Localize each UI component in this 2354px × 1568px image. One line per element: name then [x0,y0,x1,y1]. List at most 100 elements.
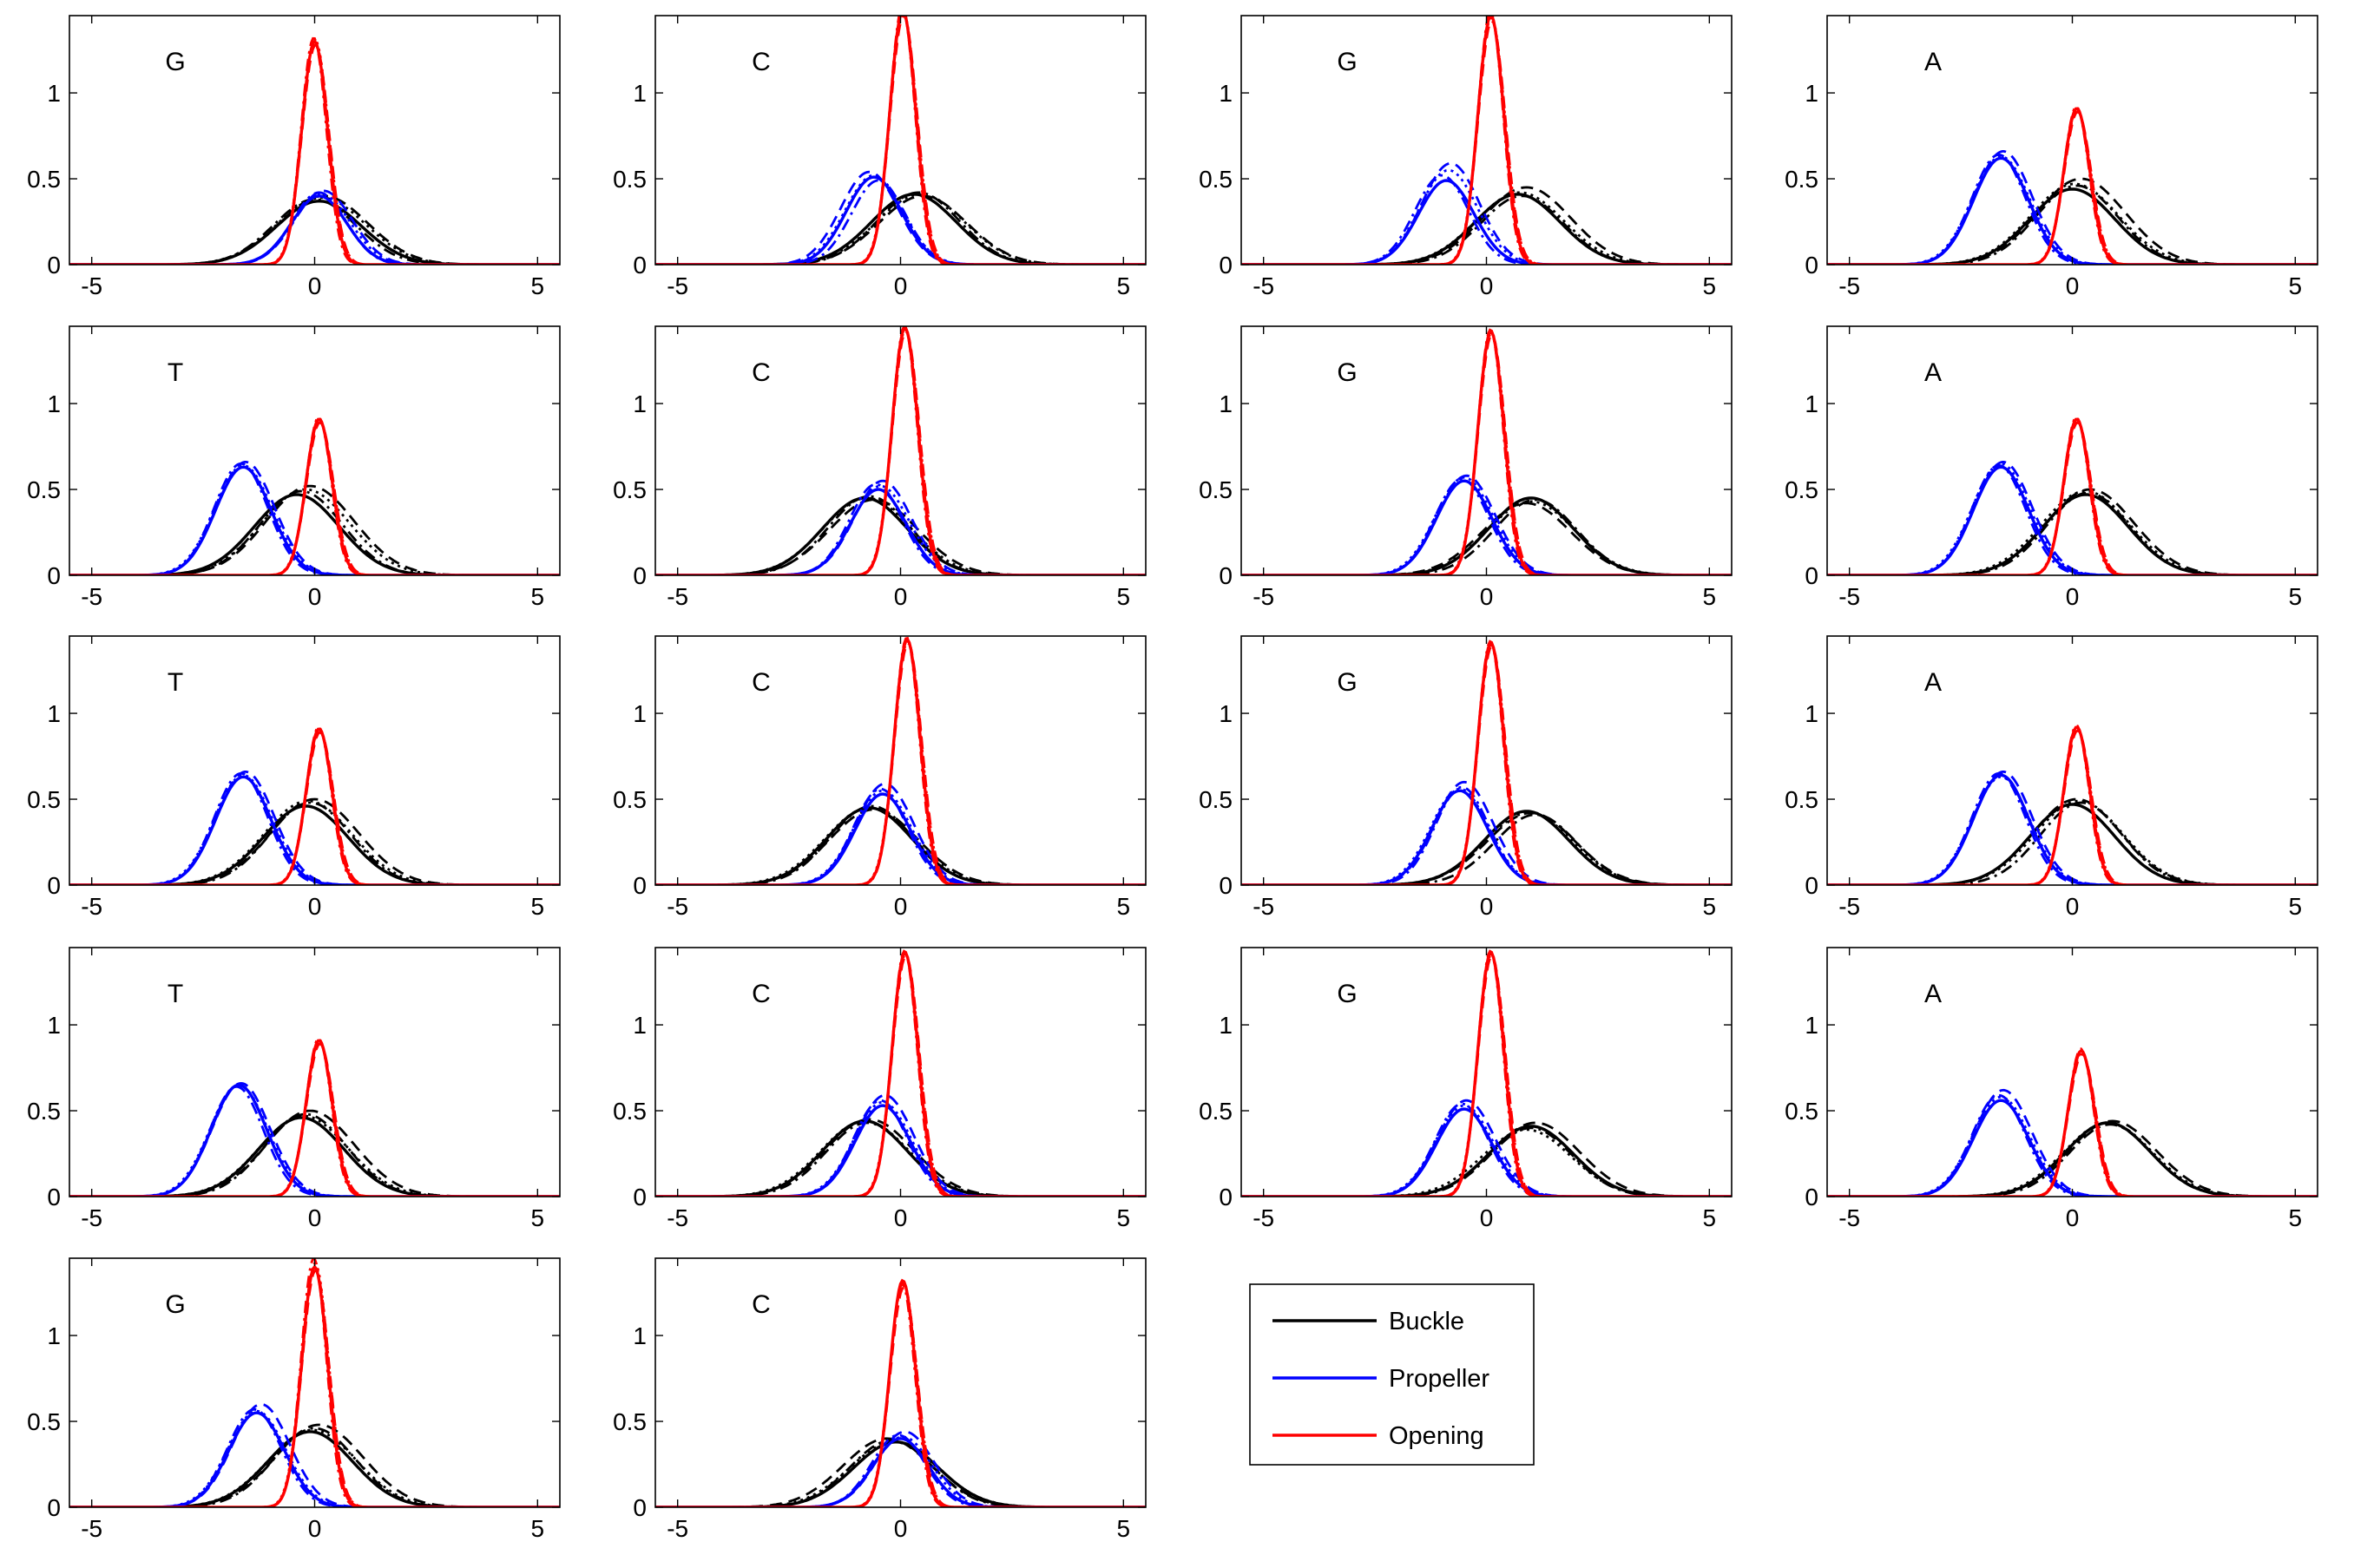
y-tick-label: 1 [633,1012,647,1039]
x-tick-label: -5 [667,583,688,610]
y-tick-label: 0 [633,562,647,589]
series-line-buckle [655,1440,1146,1507]
x-tick-label: 0 [308,1204,322,1231]
series-line-opening [69,39,560,265]
y-tick-label: 0 [1219,1184,1233,1210]
series-line-propeller [655,174,1146,265]
series-line-propeller [1241,1099,1732,1197]
series-line-opening [655,954,1146,1197]
series-line-opening [1241,951,1732,1197]
series-line-buckle [655,804,1146,885]
panel: -5 0 5 0 0.5 1 A [1785,947,2318,1231]
series-line-propeller [655,1100,1146,1197]
x-tick-label: 0 [894,1204,908,1231]
series-line-propeller [1827,154,2318,265]
y-tick-label: 1 [1805,80,1818,107]
series-line-propeller [69,191,560,265]
y-tick-label: 0 [633,1494,647,1521]
series-line-buckle [1827,184,2318,265]
axes-box [1240,15,1733,266]
panel-label: A [1924,980,1942,1008]
series-line-propeller [69,1081,560,1197]
series-line-buckle [655,496,1146,575]
x-tick-label: 5 [1703,893,1717,920]
x-tick-label: 0 [308,893,322,920]
series-line-propeller [655,484,1146,575]
series-line-propeller [69,1086,560,1197]
panel-label: C [752,980,771,1008]
legend-label-propeller: Propeller [1389,1365,1489,1393]
series-line-propeller [69,771,560,885]
axes-box [654,15,1147,266]
y-tick-label: 0.5 [27,1098,61,1125]
series-line-opening [69,1262,560,1507]
y-tick-label: 0.5 [1199,476,1233,503]
y-tick-label: 0 [47,1184,61,1210]
series-line-buckle [69,1114,560,1197]
series-line-opening [655,1281,1146,1507]
y-tick-label: 1 [633,700,647,727]
series-line-buckle [69,198,560,265]
y-tick-label: 0 [633,1184,647,1210]
series-line-buckle [1827,489,2318,575]
series-line-propeller [655,1437,1146,1507]
axes-box [69,635,561,886]
series-line-propeller [655,1434,1146,1507]
series-line-opening [1827,727,2318,885]
series-line-opening [69,1258,560,1507]
series-line-propeller [655,782,1146,885]
series-line-buckle [69,484,560,575]
panel: -5 0 5 0 0.5 1 C [613,325,1147,610]
series-line-buckle [655,1119,1146,1197]
y-tick-label: 0.5 [1785,786,1818,813]
series-line-propeller [1241,161,1732,265]
y-tick-label: 1 [1219,700,1233,727]
panel: -5 0 5 0 0.5 1 G [27,15,561,299]
series-line-propeller [1827,461,2318,575]
x-tick-label: 0 [894,1515,908,1542]
y-tick-label: 0 [1219,872,1233,899]
series-line-buckle [1241,194,1732,265]
x-tick-label: -5 [81,1204,102,1231]
series-line-buckle [655,1440,1146,1507]
series-line-propeller [1827,463,2318,575]
series-line-buckle [1241,498,1732,575]
series-line-opening [655,326,1146,575]
series-line-opening [655,328,1146,575]
y-tick-label: 0.5 [1785,166,1818,193]
series-line-opening [655,16,1146,265]
series-line-opening [69,421,560,575]
series-line-buckle [655,1439,1146,1507]
series-line-buckle [1241,193,1732,265]
x-tick-label: -5 [1253,893,1274,920]
x-tick-label: 5 [531,1515,545,1542]
series-line-propeller [655,789,1146,885]
x-tick-label: -5 [81,272,102,299]
series-line-propeller [655,1093,1146,1197]
series-line-propeller [69,193,560,265]
x-tick-label: 0 [1480,1204,1494,1231]
x-tick-label: 5 [2289,272,2303,299]
series-line-opening [1827,1053,2318,1197]
y-tick-label: 0 [1219,562,1233,589]
series-line-buckle [655,1119,1146,1197]
x-tick-label: -5 [1253,1204,1274,1231]
series-line-propeller [655,1099,1146,1197]
x-tick-label: -5 [1253,583,1274,610]
series-line-opening [1241,949,1732,1197]
y-tick-label: 1 [1805,700,1818,727]
panel: -5 0 5 0 0.5 1 T [27,635,561,920]
series-line-propeller [655,175,1146,265]
series-line-propeller [1241,474,1732,575]
x-tick-label: -5 [81,893,102,920]
series-line-propeller [655,488,1146,575]
series-line-opening [1241,16,1732,265]
y-tick-label: 1 [633,1322,647,1349]
series-line-opening [1827,108,2318,265]
x-tick-label: 5 [1703,1204,1717,1231]
series-line-buckle [655,191,1146,265]
series-line-buckle [655,1437,1146,1507]
y-tick-label: 1 [1219,1012,1233,1039]
panel-label: G [1337,48,1357,76]
series-line-opening [1241,640,1732,885]
